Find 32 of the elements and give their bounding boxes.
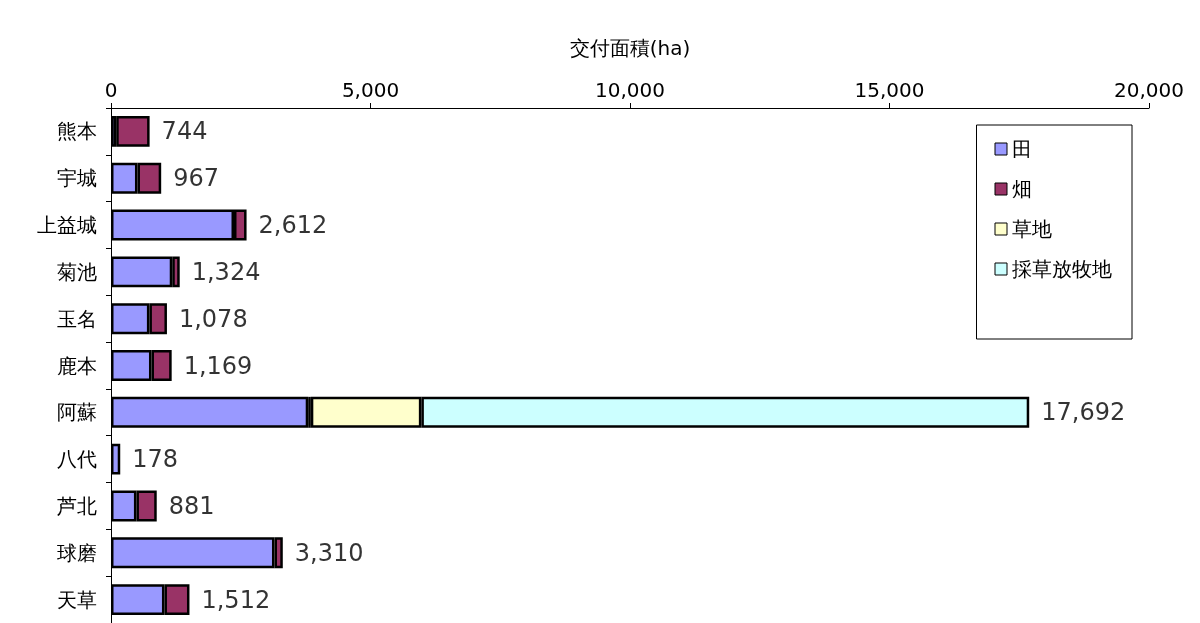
y-tick-label: 阿蘇 bbox=[57, 400, 97, 425]
total-label: 17,692 bbox=[1041, 398, 1126, 427]
y-tick-label: 芦北 bbox=[57, 493, 97, 518]
y-tick-label: 鹿本 bbox=[57, 353, 97, 378]
total-label: 744 bbox=[161, 117, 208, 146]
legend-label: 草地 bbox=[1012, 217, 1052, 241]
y-tick-label: 熊本 bbox=[57, 119, 97, 144]
legend-label: 田 bbox=[1012, 137, 1032, 161]
y-tick-label: 天草 bbox=[57, 587, 97, 612]
x-tick-label: 20,000 bbox=[1114, 78, 1184, 102]
x-tick-label: 10,000 bbox=[595, 78, 665, 102]
x-axis-title: 交付面積(ha) bbox=[569, 36, 691, 60]
legend-label: 畑 bbox=[1012, 177, 1032, 201]
x-tick-label: 5,000 bbox=[341, 78, 400, 102]
total-label: 178 bbox=[132, 445, 179, 474]
x-tick-label: 15,000 bbox=[854, 78, 925, 102]
y-tick-label: 上益城 bbox=[37, 213, 97, 238]
total-label: 2,612 bbox=[258, 211, 328, 240]
y-tick-label: 玉名 bbox=[57, 306, 97, 331]
total-label: 967 bbox=[173, 164, 219, 193]
legend-label: 採草放牧地 bbox=[1012, 257, 1112, 281]
x-tick-label: 0 bbox=[104, 78, 118, 102]
total-label: 881 bbox=[168, 491, 215, 520]
total-label: 3,310 bbox=[294, 538, 364, 567]
total-label: 1,324 bbox=[191, 257, 261, 286]
total-label: 1,512 bbox=[201, 585, 271, 614]
y-tick-label: 球磨 bbox=[57, 540, 97, 565]
y-tick-label: 八代 bbox=[57, 447, 97, 472]
y-tick-label: 宇城 bbox=[57, 166, 97, 191]
total-label: 1,169 bbox=[183, 351, 253, 380]
total-label: 1,078 bbox=[178, 304, 248, 333]
y-tick-label: 菊池 bbox=[57, 259, 97, 284]
